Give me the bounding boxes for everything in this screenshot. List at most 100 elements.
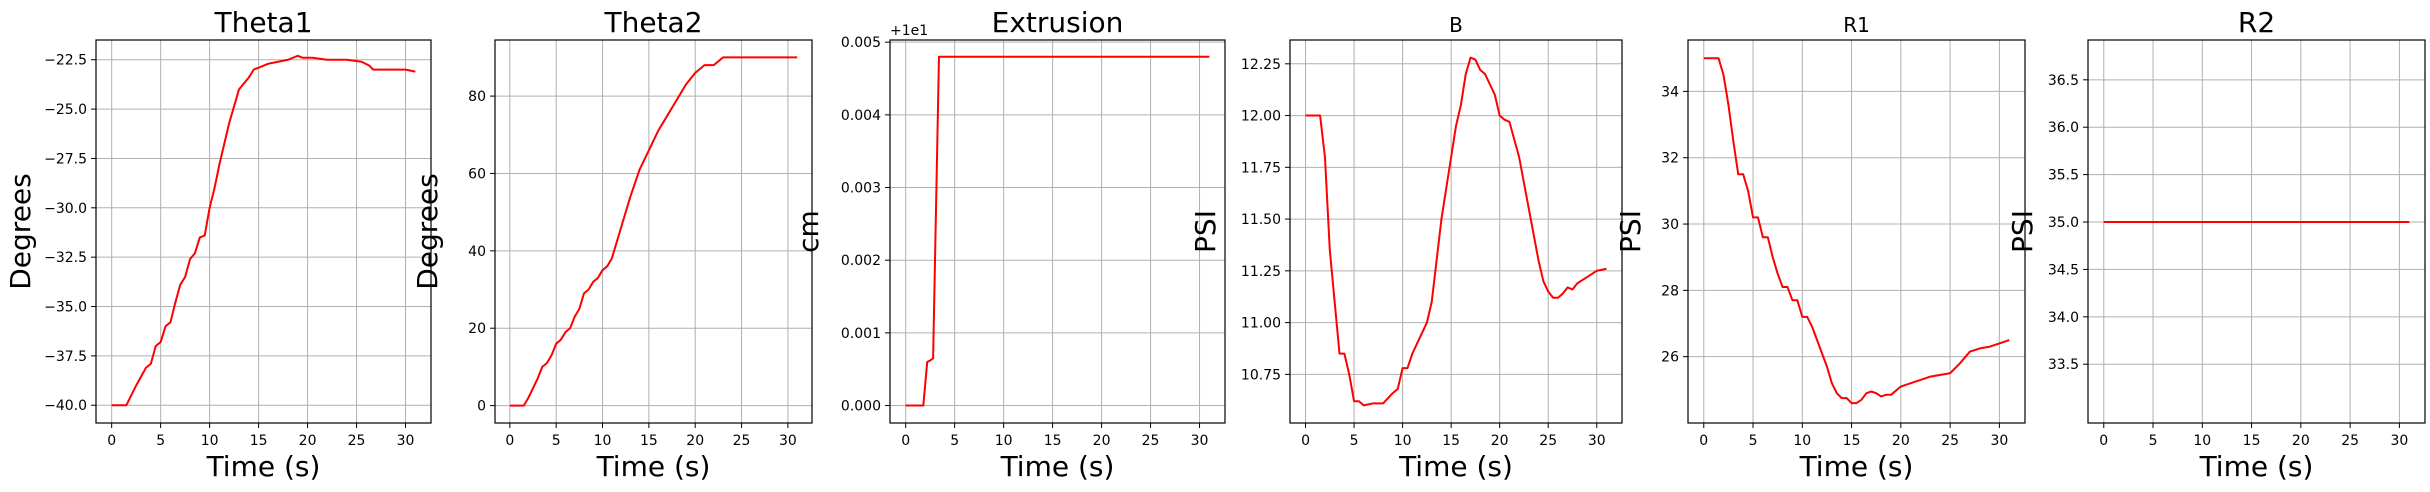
y-tick-label: −37.5 xyxy=(44,349,87,365)
plot-frame xyxy=(95,39,432,424)
x-tick-label: 15 xyxy=(1442,433,1460,449)
x-tick-label: 30 xyxy=(1990,433,2008,449)
x-tick-label: 25 xyxy=(2341,433,2359,449)
x-tick-label: 20 xyxy=(299,433,317,449)
y-axis-label: PSI xyxy=(2006,210,2039,253)
x-axis-label: Time (s) xyxy=(1000,450,1115,483)
x-tick-label: 30 xyxy=(397,433,415,449)
y-tick-label: 34 xyxy=(1661,84,1679,100)
chart-title: R1 xyxy=(1843,13,1870,37)
x-tick-label: 5 xyxy=(1749,433,1758,449)
y-tick-label: 33.5 xyxy=(2048,357,2079,373)
y-tick-label: −22.5 xyxy=(44,53,87,69)
y-tick-label: 34.5 xyxy=(2048,262,2079,278)
x-tick-label: 15 xyxy=(250,433,268,449)
x-tick-label: 0 xyxy=(107,433,116,449)
chart-b: 0 5 10 15 20 25 30 10.75 11.00 11.25 11.50 11.75 12.… xyxy=(1189,13,1623,483)
y-tick-label: −30.0 xyxy=(44,201,87,217)
x-tick-label: 25 xyxy=(1142,433,1160,449)
chart-theta2: 0 5 10 15 20 25 30 0 20 40 60 80 Theta2 Time (s) Degre… xyxy=(411,6,813,483)
series-line xyxy=(509,56,798,407)
y-tick-label: 10.75 xyxy=(1241,367,1281,383)
chart-title: B xyxy=(1449,13,1463,37)
x-tick-label: 25 xyxy=(1941,433,1959,449)
y-tick-label: −27.5 xyxy=(44,151,87,167)
chart-title: Theta1 xyxy=(213,6,312,39)
y-tick-label: 32 xyxy=(1661,151,1679,167)
x-tick-label: 30 xyxy=(1588,433,1606,449)
x-tick-label: 5 xyxy=(156,433,165,449)
y-tick-label: 0.005 xyxy=(841,35,881,51)
chart-r2: 0 5 10 15 20 25 30 33.5 34.0 34.5 35.0 35.5 36.0 36.5… xyxy=(2006,6,2426,483)
x-tick-label: 10 xyxy=(1793,433,1811,449)
y-tick-label: 26 xyxy=(1661,350,1679,366)
chart-theta1: 0 5 10 15 20 25 30 −40.0 −37.5 −35.0 −32.5 −30.0 −27… xyxy=(4,6,432,483)
x-tick-label: 10 xyxy=(995,433,1013,449)
x-tick-label: 0 xyxy=(2099,433,2108,449)
y-tick-label: 0.003 xyxy=(841,181,881,197)
y-tick-label: 0.004 xyxy=(841,108,881,124)
series-line xyxy=(905,55,1210,407)
plot-frame xyxy=(494,39,813,424)
x-tick-label: 15 xyxy=(640,433,658,449)
x-tick-label: 20 xyxy=(1093,433,1111,449)
y-tick-label: 11.50 xyxy=(1241,212,1281,228)
x-tick-label: 10 xyxy=(1394,433,1412,449)
y-tick-label: 11.25 xyxy=(1241,264,1281,280)
y-tick-label: 34.0 xyxy=(2048,310,2079,326)
x-tick-label: 0 xyxy=(1699,433,1708,449)
y-tick-label: 11.75 xyxy=(1241,160,1281,176)
x-axis-label: Time (s) xyxy=(1398,450,1513,483)
y-tick-label: −25.0 xyxy=(44,102,87,118)
x-tick-label: 10 xyxy=(201,433,219,449)
x-tick-label: 5 xyxy=(950,433,959,449)
x-axis-label: Time (s) xyxy=(206,450,321,483)
x-axis-label: Time (s) xyxy=(596,450,711,483)
chart-title: R2 xyxy=(2238,6,2275,39)
plot-frame xyxy=(2087,39,2426,424)
y-axis-label: PSI xyxy=(1189,210,1222,253)
y-tick-label: 30 xyxy=(1661,217,1679,233)
x-tick-label: 30 xyxy=(779,433,797,449)
y-tick-label: 0 xyxy=(477,399,486,415)
x-tick-label: 0 xyxy=(1301,433,1310,449)
x-tick-label: 25 xyxy=(1539,433,1557,449)
y-tick-label: 40 xyxy=(468,244,486,260)
y-tick-label: 35.5 xyxy=(2048,168,2079,184)
chart-extrusion: 0 5 10 15 20 25 30 0.000 0.001 0.002 0.003 0.004 0.0… xyxy=(792,6,1226,483)
y-tick-label: 36.5 xyxy=(2048,73,2079,89)
x-tick-label: 25 xyxy=(733,433,751,449)
y-tick-label: −35.0 xyxy=(44,300,87,316)
y-tick-label: 0.002 xyxy=(841,253,881,269)
plot-frame xyxy=(889,39,1226,424)
x-tick-label: 10 xyxy=(594,433,612,449)
x-tick-label: 15 xyxy=(1843,433,1861,449)
x-tick-label: 15 xyxy=(1044,433,1062,449)
y-tick-label: −40.0 xyxy=(44,398,87,414)
chart-title: Theta2 xyxy=(603,6,702,39)
y-tick-label: 28 xyxy=(1661,283,1679,299)
y-axis-label: PSI xyxy=(1614,210,1647,253)
x-tick-label: 20 xyxy=(686,433,704,449)
x-tick-label: 5 xyxy=(552,433,561,449)
x-axis-label: Time (s) xyxy=(1799,450,1914,483)
plot-frame xyxy=(1687,39,2026,424)
x-tick-label: 20 xyxy=(1892,433,1910,449)
y-axis-label: cm xyxy=(792,210,825,253)
y-axis-label: Degrees xyxy=(411,173,444,290)
y-tick-label: −32.5 xyxy=(44,250,87,266)
x-tick-label: 5 xyxy=(2149,433,2158,449)
x-axis-label: Time (s) xyxy=(2199,450,2314,483)
x-tick-label: 25 xyxy=(348,433,366,449)
y-tick-label: 60 xyxy=(468,166,486,182)
series-line xyxy=(1305,56,1607,407)
series-line xyxy=(111,54,416,407)
y-axis-label: Degrees xyxy=(4,173,37,290)
y-tick-label: 80 xyxy=(468,89,486,105)
y-tick-label: 36.0 xyxy=(2048,120,2079,136)
x-tick-label: 15 xyxy=(2243,433,2261,449)
y-offset-label: +1e1 xyxy=(890,23,928,39)
y-tick-label: 11.00 xyxy=(1241,316,1281,332)
plot-frame xyxy=(1289,39,1623,424)
x-tick-label: 0 xyxy=(901,433,910,449)
